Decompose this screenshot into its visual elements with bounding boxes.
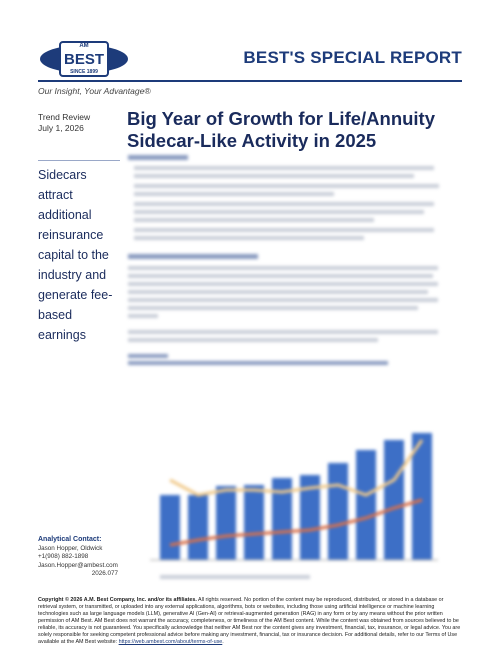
tagline: Our Insight, Your Advantage® xyxy=(38,86,151,96)
blurred-text xyxy=(128,155,439,365)
copyright-bold: Copyright © 2026 A.M. Best Company, Inc.… xyxy=(38,597,197,603)
header-rule xyxy=(38,80,462,82)
section: Trend Review xyxy=(38,112,91,122)
logo-top: AM xyxy=(79,43,88,49)
logo-text: BEST xyxy=(64,51,104,68)
logo: AM BEST SINCE 1899 xyxy=(40,41,128,77)
copyright-end: . xyxy=(222,639,224,645)
terms-link[interactable]: https://web.ambest.com/about/terms-of-us… xyxy=(118,639,223,645)
meta: Trend Review July 1, 2026 xyxy=(38,112,90,134)
contact-phone: +1(908) 882-1898 xyxy=(38,553,89,560)
contact-name: Jason Hopper, Oldwick xyxy=(38,544,103,552)
report-code: 2026.077 xyxy=(91,570,118,577)
blurred-body xyxy=(128,155,439,579)
date: July 1, 2026 xyxy=(38,123,84,133)
contact-email: Jason.Hopper@ambest.com xyxy=(38,561,118,569)
logo-box xyxy=(59,41,109,77)
report-name: BEST'S SPECIAL REPORT xyxy=(243,48,462,67)
blurred-figure xyxy=(150,433,438,579)
logo-since: SINCE 1899 xyxy=(70,69,98,75)
contact: Analytical Contact: Jason Hopper, Oldwic… xyxy=(38,536,118,579)
contact-heading: Analytical Contact: xyxy=(38,536,102,543)
copyright: Copyright © 2026 A.M. Best Company, Inc.… xyxy=(38,597,462,646)
copyright-text: All rights reserved. No portion of the c… xyxy=(38,597,461,645)
title: Big Year of Growth for Life/Annuity Side… xyxy=(127,108,436,151)
sidebar: Sidecars attract additional reinsurance … xyxy=(38,160,120,345)
